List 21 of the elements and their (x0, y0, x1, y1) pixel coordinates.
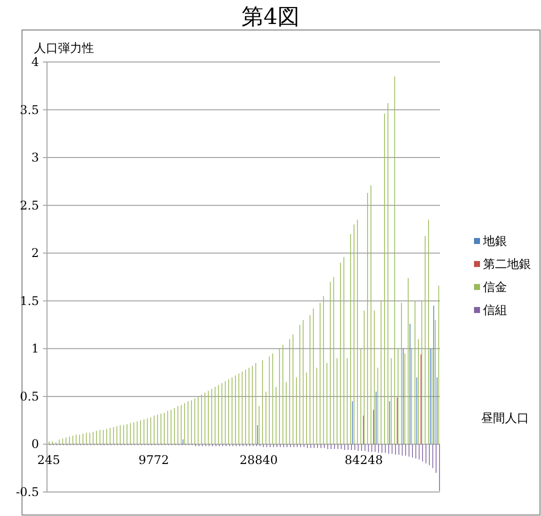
legend-label: 信組 (483, 303, 507, 317)
x-tick-label: 84248 (344, 453, 383, 468)
y-tick-label: 0.5 (20, 389, 39, 404)
y-axis-title: 人口弾力性 (34, 41, 94, 55)
x-tick-label: 245 (37, 453, 60, 468)
y-tick-label: 2.5 (20, 198, 39, 212)
x-tick-label: 28840 (240, 453, 278, 468)
x-axis-title: 昼間人口 (481, 411, 529, 426)
legend-label: 地銀 (482, 234, 507, 248)
y-tick-label: 4 (31, 55, 40, 69)
legend-label: 信金 (483, 280, 507, 294)
y-tick-label: 1 (31, 342, 39, 356)
y-tick-label: 0 (31, 437, 39, 452)
x-tick-label: 9772 (138, 453, 169, 468)
legend-label: 第二地銀 (483, 257, 531, 271)
y-tick-label: 1.5 (20, 294, 39, 308)
y-tick-label: 2 (31, 246, 39, 260)
y-tick-label: 3.5 (20, 102, 39, 117)
y-tick-label: 3 (31, 150, 39, 165)
chart-title: 第4図 (242, 5, 300, 30)
y-tick-label: -0.5 (16, 485, 39, 499)
